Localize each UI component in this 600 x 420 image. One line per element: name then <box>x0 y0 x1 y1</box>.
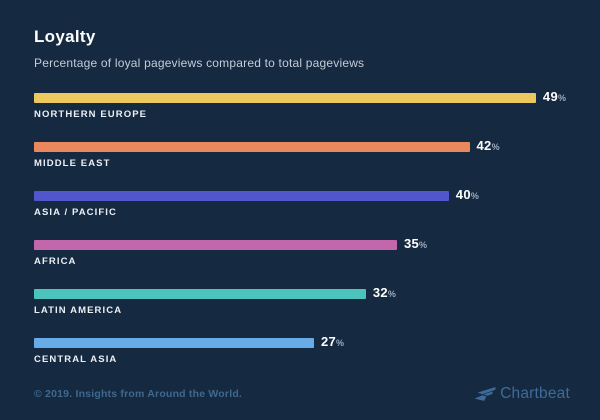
bar-category-label: CENTRAL ASIA <box>34 354 118 365</box>
bar-row: 32% LATIN AMERICA <box>34 285 566 316</box>
footer: © 2019. Insights from Around the World. … <box>34 385 570 403</box>
bar-row: 35% AFRICA <box>34 236 566 267</box>
bar <box>34 337 314 348</box>
bar-value-label: 35% <box>403 236 428 251</box>
chartbeat-logo: Chartbeat <box>474 385 570 403</box>
chart-header: Loyalty Percentage of loyal pageviews co… <box>0 0 600 70</box>
chart-subtitle: Percentage of loyal pageviews compared t… <box>34 55 365 70</box>
bar-row: 27% CENTRAL ASIA <box>34 334 566 365</box>
bar <box>34 141 470 152</box>
bar-category-label: ASIA / PACIFIC <box>34 207 117 218</box>
bar-row: 49% NORTHERN EUROPE <box>34 89 566 120</box>
bar-row: 42% MIDDLE EAST <box>34 138 566 169</box>
chartbeat-plane-icon <box>474 386 496 402</box>
bar <box>34 92 536 103</box>
bar <box>34 288 366 299</box>
bar-category-label: AFRICA <box>34 256 77 267</box>
bar-category-label: NORTHERN EUROPE <box>34 109 148 120</box>
bar-row: 40% ASIA / PACIFIC <box>34 187 566 218</box>
bar-value-label: 32% <box>372 285 396 300</box>
copyright-text: © 2019. Insights from Around the World. <box>34 388 243 400</box>
bar-value-label: 49% <box>542 89 566 104</box>
bar-value-label: 42% <box>476 138 500 153</box>
chartbeat-wordmark: Chartbeat <box>500 385 570 402</box>
bar-category-label: MIDDLE EAST <box>34 158 111 169</box>
bar-value-label: 27% <box>320 334 345 349</box>
bar <box>34 239 397 250</box>
bar-category-label: LATIN AMERICA <box>34 305 123 316</box>
bar-value-label: 40% <box>455 187 479 202</box>
chart-title: Loyalty <box>34 27 96 46</box>
bar <box>34 190 449 201</box>
bar-chart: 49% NORTHERN EUROPE 42% MIDDLE EAST 40% ASIA … <box>34 89 566 386</box>
